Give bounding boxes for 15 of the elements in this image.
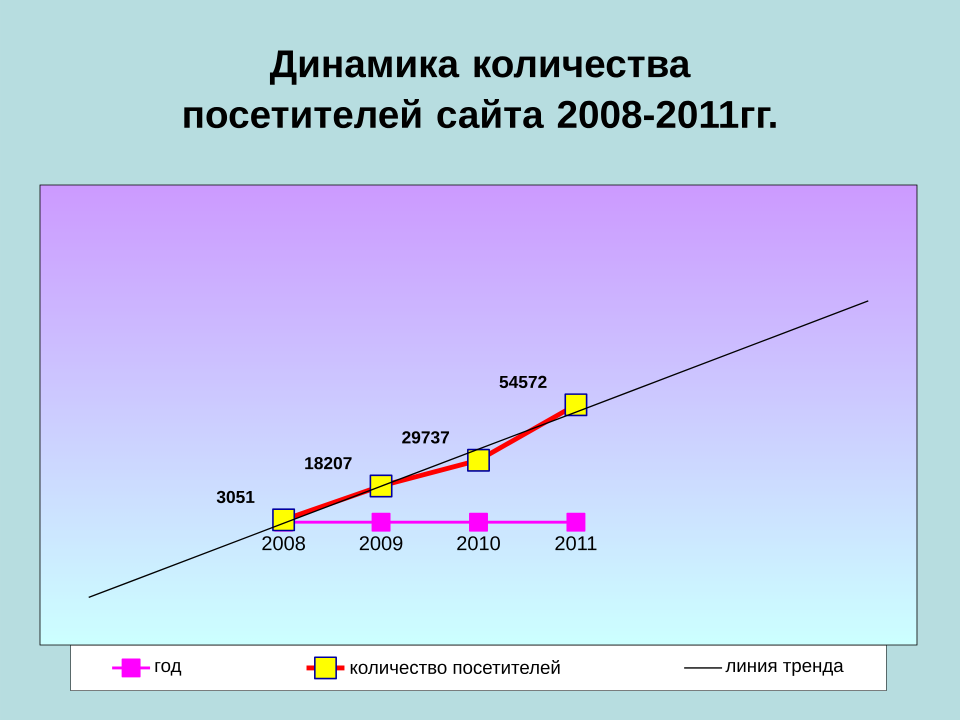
data-label: 3051 xyxy=(216,490,254,504)
data-label: 54572 xyxy=(500,376,547,388)
data-label: 2009 xyxy=(360,536,402,550)
legend-label: год xyxy=(155,662,182,676)
legend-label: линия тренда xyxy=(726,662,844,676)
data-label: 18207 xyxy=(305,457,352,470)
chart-title: Динамика количества посетителей сайта 2008-2011гг. xyxy=(184,50,776,128)
data-label: 2010 xyxy=(457,536,500,550)
data-label: 2011 xyxy=(555,536,596,550)
legend-label: количество посетителей xyxy=(350,660,560,674)
data-label: 29737 xyxy=(402,431,450,444)
point xyxy=(372,512,391,532)
point xyxy=(566,512,586,532)
data-label: 2008 xyxy=(262,536,305,550)
point xyxy=(469,512,488,532)
